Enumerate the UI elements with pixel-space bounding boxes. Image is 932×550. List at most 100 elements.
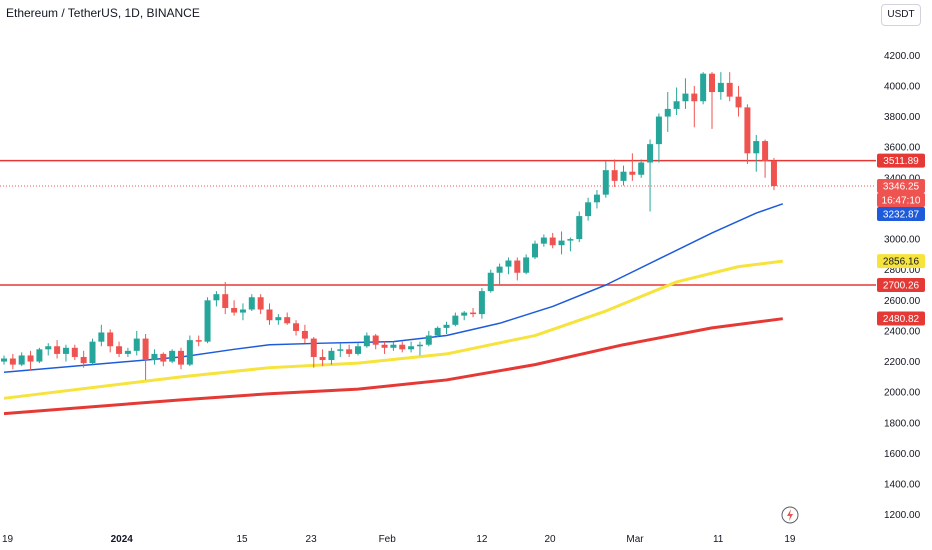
candle-body	[770, 160, 777, 187]
candle-body	[443, 324, 450, 328]
candle	[443, 321, 450, 334]
candle-body	[717, 82, 724, 93]
candle-body	[629, 171, 636, 175]
candle-body	[576, 216, 583, 240]
candle	[142, 334, 149, 380]
candle	[408, 341, 415, 353]
candle	[98, 324, 105, 347]
candle	[89, 338, 96, 365]
candle-body	[655, 116, 662, 145]
candle-body	[301, 330, 308, 339]
ma-line-yellow	[3, 259, 783, 400]
candle-body	[239, 309, 246, 313]
currency-button[interactable]: USDT	[881, 4, 921, 26]
candle	[222, 281, 229, 315]
candle	[337, 343, 344, 357]
candle	[381, 341, 388, 354]
candle-body	[80, 356, 87, 364]
candle-body	[142, 338, 149, 361]
price-tag: 2700.26	[877, 277, 925, 292]
candle	[9, 353, 16, 370]
time-axis: 19 2024 15 23 Feb 12 20 Mar 11 19	[2, 534, 796, 545]
y-tick-label: 4200.00	[884, 51, 921, 62]
price-tag-bg	[877, 153, 925, 168]
candle-body	[124, 350, 131, 354]
x-tick-label: 19	[2, 534, 14, 545]
candle-body	[98, 332, 105, 342]
ma-line-blue	[3, 203, 784, 374]
candle-body	[195, 340, 202, 342]
candle-body	[647, 144, 654, 163]
candle	[284, 312, 291, 325]
price-axis: 1200.00 1400.00 1600.00 1800.00 2000.00 2200.…	[884, 51, 921, 521]
candle-body	[390, 344, 397, 348]
candle-body	[355, 346, 361, 354]
y-tick-label: 1600.00	[884, 449, 921, 460]
price-tags: 3511.89 3346.25 16:47:10 3232.87 2856.16 2700…	[877, 153, 925, 326]
candle-body	[36, 349, 43, 362]
candle	[275, 314, 282, 325]
candle	[682, 78, 689, 109]
candle-body	[673, 101, 680, 109]
candle-body	[762, 141, 769, 161]
candle-body	[744, 107, 751, 154]
candle-body	[425, 335, 432, 345]
candle	[691, 85, 698, 128]
candle	[735, 85, 742, 117]
candle	[257, 294, 264, 315]
y-tick-label: 3800.00	[884, 112, 921, 123]
candle	[124, 347, 131, 357]
candle	[593, 190, 600, 209]
candle-body	[372, 335, 379, 345]
candle	[762, 139, 769, 178]
x-tick-label: 2024	[111, 534, 134, 545]
candle	[726, 72, 733, 102]
x-tick-label: Mar	[626, 534, 644, 545]
candle	[425, 330, 432, 347]
candle-body	[709, 73, 715, 93]
candle-body	[266, 309, 273, 321]
y-tick-label: 4000.00	[884, 81, 921, 92]
candle-body	[638, 162, 645, 175]
candle	[186, 335, 193, 367]
y-tick-label: 1800.00	[884, 418, 921, 429]
candle	[133, 330, 140, 356]
price-tag-label: 16:47:10	[882, 196, 921, 207]
candle-body	[160, 353, 167, 362]
candle-body	[116, 346, 123, 354]
x-tick-label: 23	[306, 534, 318, 545]
candle-body	[169, 350, 176, 362]
candle-body	[9, 358, 16, 365]
candle	[1, 355, 7, 365]
x-tick-label: 19	[784, 534, 796, 545]
price-tag: 3511.89	[877, 153, 925, 168]
price-tag-bg	[877, 193, 925, 208]
candle-body	[363, 335, 370, 347]
candle-body	[593, 194, 600, 203]
candle	[602, 160, 609, 198]
y-tick-label: 3400.00	[884, 173, 921, 184]
candle	[390, 341, 397, 351]
price-tag-label: 3346.25	[883, 182, 920, 193]
candle-body	[186, 340, 193, 365]
lightning-icon[interactable]	[781, 506, 799, 524]
price-tag: 2480.82	[877, 311, 925, 326]
candle-body	[204, 300, 211, 342]
price-tag: 2856.16	[877, 254, 925, 269]
candle	[744, 104, 751, 165]
price-tag-label: 3232.87	[883, 210, 920, 221]
y-tick-label: 1400.00	[884, 480, 921, 491]
candle-body	[408, 346, 415, 350]
candle-body	[505, 260, 512, 267]
candle	[558, 231, 565, 255]
candle-body	[27, 355, 34, 362]
candle-body	[293, 323, 300, 331]
candle-body	[532, 243, 538, 258]
candle-body	[549, 237, 556, 246]
candle	[372, 334, 379, 350]
candle	[540, 234, 547, 247]
candle-body	[700, 73, 707, 102]
y-tick-label: 1200.00	[884, 510, 921, 521]
candle-body	[470, 312, 477, 315]
